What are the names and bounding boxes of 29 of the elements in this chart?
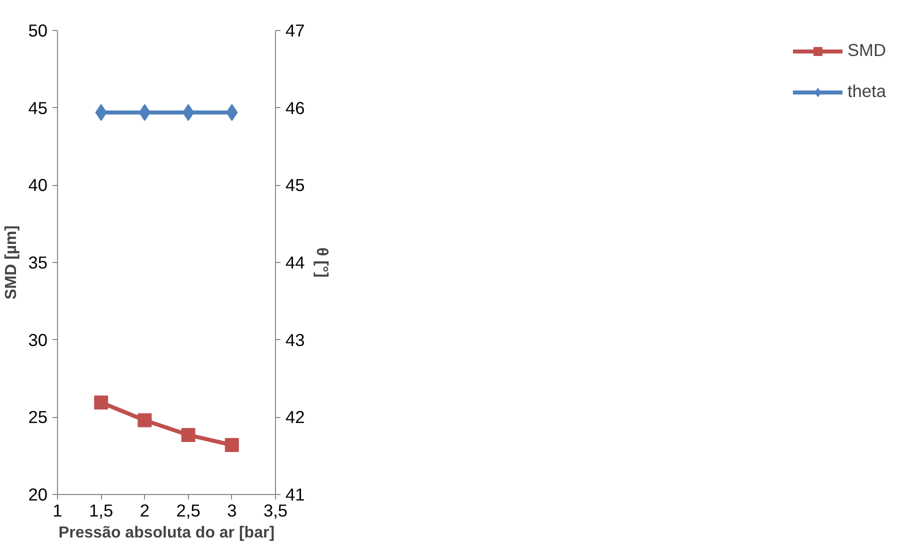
- point: [224, 438, 239, 452]
- x-tick-label: 2,5: [176, 500, 200, 520]
- legend-label: theta: [847, 81, 886, 102]
- x-axis-title: Pressão absoluta do ar [bar]: [58, 524, 275, 542]
- x-tick-label: 1: [52, 500, 62, 520]
- y-tick-label: 50: [28, 20, 48, 40]
- y2-axis-title: θ [°]: [312, 247, 330, 278]
- y-tick-label: 25: [28, 407, 48, 428]
- y-tick-label: 35: [28, 252, 48, 272]
- y2-tick-label: 45: [286, 175, 305, 196]
- legend-label: SMD: [847, 40, 886, 61]
- y2-tick-label: 47: [286, 20, 305, 40]
- y2-tick-label: 42: [286, 407, 305, 428]
- x-tick-label: 3: [227, 500, 237, 520]
- point: [94, 395, 108, 410]
- x-tick-label: 3,5: [263, 500, 288, 520]
- y-tick-label: 20: [28, 484, 48, 504]
- y-tick-label: 40: [28, 175, 48, 196]
- x-tick-label: 2: [140, 500, 150, 520]
- y2-tick-label: 44: [286, 252, 306, 272]
- y2-tick-label: 43: [286, 330, 305, 350]
- y-axis-title: SMD [µm]: [3, 225, 20, 300]
- point: [138, 413, 152, 428]
- x-tick-label: 1,5: [89, 500, 114, 520]
- y-tick-label: 30: [28, 330, 48, 350]
- y2-tick-label: 46: [286, 98, 305, 118]
- y-tick-label: 45: [28, 98, 48, 118]
- point: [181, 428, 196, 442]
- y2-tick-label: 41: [286, 484, 305, 504]
